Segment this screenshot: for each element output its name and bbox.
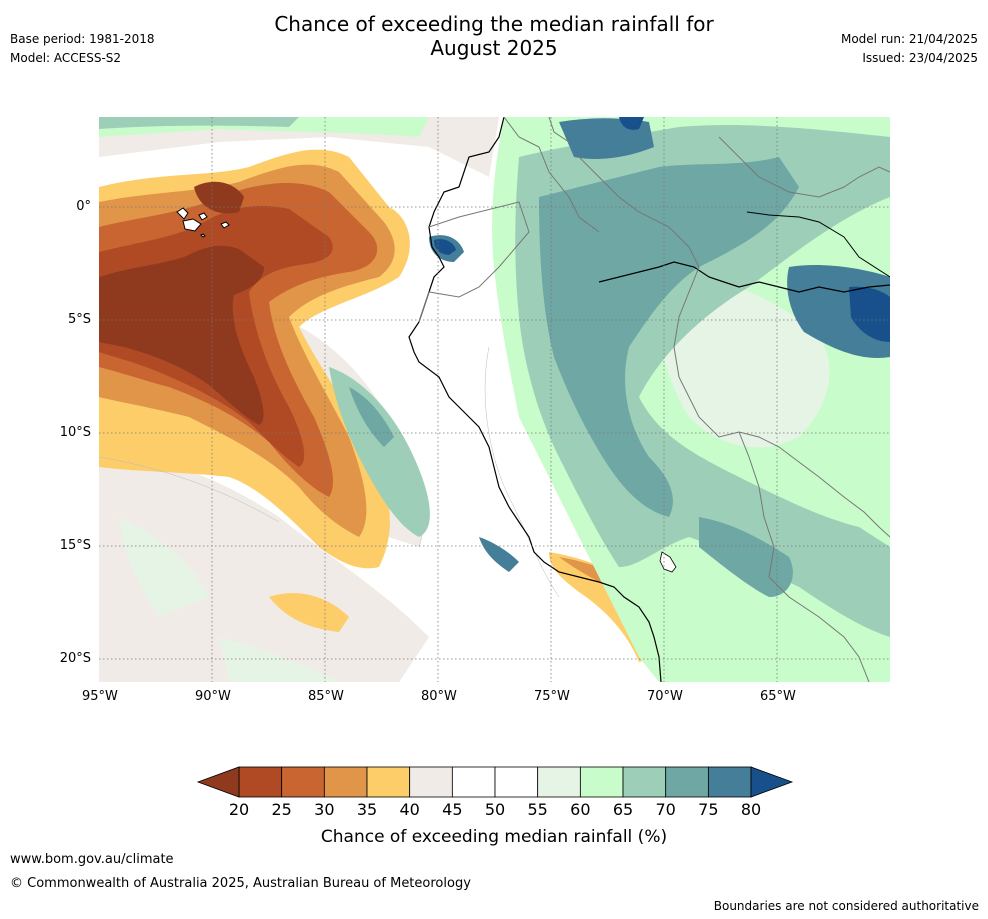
colorbar-tick-label: 50 [484,800,506,819]
boundary-disclaimer: Boundaries are not considered authoritat… [713,899,979,913]
model-name: Model: ACCESS-S2 [10,51,122,65]
colorbar-tick-label: 75 [698,800,719,819]
title-line-1: Chance of exceeding the median rainfall … [274,12,714,36]
colorbar-cell [409,766,453,798]
colorbar-tick-label: 45 [442,800,463,819]
colorbar-tick-label: 25 [271,800,292,819]
colorbar-cell [238,766,283,798]
colorbar-cell [323,766,368,798]
colorbar-tick-label: 20 [228,800,250,819]
lat-label-5s: 5°S [67,312,91,327]
region-70-west-ocean-patch [329,367,430,537]
colorbar-tick-label: 35 [356,800,378,819]
colorbar-tick-label: 55 [527,800,548,819]
base-period: Base period: 1981-2018 [10,32,155,46]
region-60-ocean-south [219,637,339,682]
colorbar-cell [281,766,325,798]
region-60-ocean-sw [119,517,209,617]
region-70-ocean-north [99,117,299,129]
colorbar-tick-label: 60 [570,800,591,819]
colorbar-tick-label: 80 [740,800,762,819]
region-20-dry-core [99,245,264,425]
colorbar-title: Chance of exceeding median rainfall (%) [320,827,668,847]
galapagos-islands [176,207,230,238]
colorbar-cell [665,766,709,798]
colorbar-cell [579,766,624,798]
coastline [408,117,662,682]
colorbar-tick-label: 30 [314,800,335,819]
rainfall-map [99,117,890,682]
colorbar-tick-label: 70 [655,800,676,819]
title-line-2: August 2025 [430,36,558,60]
colorbar [196,766,794,798]
region-40-south-patch [269,593,349,632]
lon-label-85w: 85°W [308,689,344,704]
website-link[interactable]: www.bom.gov.au/climate [10,852,174,867]
colorbar-tick-label: 65 [612,800,634,819]
contour-line [484,346,560,598]
country-borders [418,117,890,682]
colorbar-high-extension [750,766,794,798]
colorbar-cell [494,766,539,798]
colorbar-cell [366,766,411,798]
region-75-continent [539,157,799,517]
river-north [746,211,890,278]
model-run-date: Model run: 21/04/2025 [840,32,978,46]
colorbar-cell [622,766,667,798]
lon-label-70w: 70°W [647,689,683,704]
issued-date: Issued: 23/04/2025 [862,51,978,65]
lon-label-75w: 75°W [534,689,570,704]
country-borders-north [718,136,890,198]
region-85-north [619,117,644,130]
lat-label-0: 0° [76,199,91,214]
region-85-amazon-east [849,286,890,342]
lon-label-95w: 95°W [82,689,118,704]
lon-label-90w: 90°W [195,689,231,704]
colorbar-low-extension [196,766,240,798]
amazon-river [598,261,890,293]
lat-label-10s: 10°S [59,425,91,440]
lat-label-20s: 20°S [59,651,91,666]
copyright-text: © Commonwealth of Australia 2025, Austra… [10,876,471,891]
colorbar-tick-label: 40 [399,800,420,819]
region-80-coastal-patch [479,537,519,572]
region-85-coastal [434,239,456,255]
colorbar-cell [451,766,496,798]
map-title: Chance of exceeding the median rainfall … [0,12,988,60]
lon-label-80w: 80°W [421,689,457,704]
lon-label-65w: 65°W [760,689,796,704]
colorbar-cell [707,766,752,798]
lat-label-15s: 15°S [59,538,91,553]
colorbar-cell [537,766,581,798]
region-20-galapagos-core [194,181,244,214]
region-75-west-ocean-patch [349,387,394,447]
region-45-ocean-west [99,447,429,682]
